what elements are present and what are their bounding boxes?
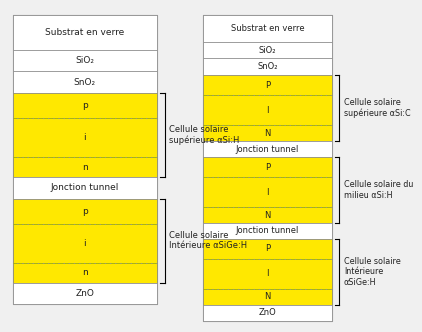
- Bar: [13, 157, 157, 177]
- Bar: [13, 93, 157, 118]
- Bar: [203, 177, 332, 207]
- Bar: [203, 305, 332, 321]
- Text: SiO₂: SiO₂: [76, 56, 95, 65]
- Bar: [203, 157, 332, 177]
- Text: P: P: [265, 163, 270, 172]
- Bar: [203, 15, 332, 42]
- Text: i: i: [84, 133, 86, 142]
- Text: Substrat en verre: Substrat en verre: [45, 28, 124, 37]
- Bar: [13, 263, 157, 283]
- Bar: [203, 58, 332, 75]
- Text: I: I: [266, 106, 269, 115]
- Bar: [203, 141, 332, 157]
- Bar: [203, 125, 332, 141]
- Text: n: n: [82, 269, 88, 278]
- Text: Cellule solaire du
milieu αSi:H: Cellule solaire du milieu αSi:H: [344, 180, 414, 200]
- Bar: [13, 15, 157, 50]
- Text: n: n: [82, 163, 88, 172]
- Text: Cellule solaire
supérieure αSi:C: Cellule solaire supérieure αSi:C: [344, 98, 411, 118]
- Text: I: I: [266, 270, 269, 279]
- Text: ZnO: ZnO: [76, 289, 95, 298]
- Bar: [13, 224, 157, 263]
- Bar: [13, 177, 157, 199]
- Text: N: N: [264, 129, 271, 138]
- Text: Jonction tunnel: Jonction tunnel: [236, 226, 299, 235]
- Text: SnO₂: SnO₂: [74, 78, 96, 87]
- Bar: [13, 199, 157, 224]
- Text: p: p: [82, 101, 88, 110]
- Bar: [13, 283, 157, 304]
- Text: I: I: [266, 188, 269, 197]
- Text: Cellule solaire
Intérieure αSiGe:H: Cellule solaire Intérieure αSiGe:H: [169, 231, 247, 250]
- Text: p: p: [82, 207, 88, 216]
- Text: Jonction tunnel: Jonction tunnel: [236, 144, 299, 154]
- Bar: [13, 15, 157, 304]
- Bar: [203, 207, 332, 223]
- Text: P: P: [265, 244, 270, 253]
- Bar: [13, 50, 157, 71]
- Text: N: N: [264, 292, 271, 301]
- Text: i: i: [84, 239, 86, 248]
- Bar: [203, 42, 332, 58]
- Bar: [203, 223, 332, 239]
- Bar: [13, 118, 157, 157]
- Bar: [203, 259, 332, 289]
- Bar: [203, 95, 332, 125]
- Text: SnO₂: SnO₂: [257, 62, 278, 71]
- Bar: [203, 75, 332, 95]
- Bar: [203, 289, 332, 305]
- Bar: [203, 15, 332, 321]
- Text: SiO₂: SiO₂: [259, 45, 276, 54]
- Text: P: P: [265, 81, 270, 90]
- Bar: [13, 71, 157, 93]
- Text: ZnO: ZnO: [259, 308, 276, 317]
- Text: Cellule solaire
Intérieure
αSiGe:H: Cellule solaire Intérieure αSiGe:H: [344, 257, 401, 287]
- Text: Substrat en verre: Substrat en verre: [231, 24, 304, 33]
- Text: N: N: [264, 210, 271, 219]
- Bar: [203, 239, 332, 259]
- Text: Cellule solaire
supérieure αSi:H: Cellule solaire supérieure αSi:H: [169, 125, 240, 145]
- Text: Jonction tunnel: Jonction tunnel: [51, 183, 119, 192]
